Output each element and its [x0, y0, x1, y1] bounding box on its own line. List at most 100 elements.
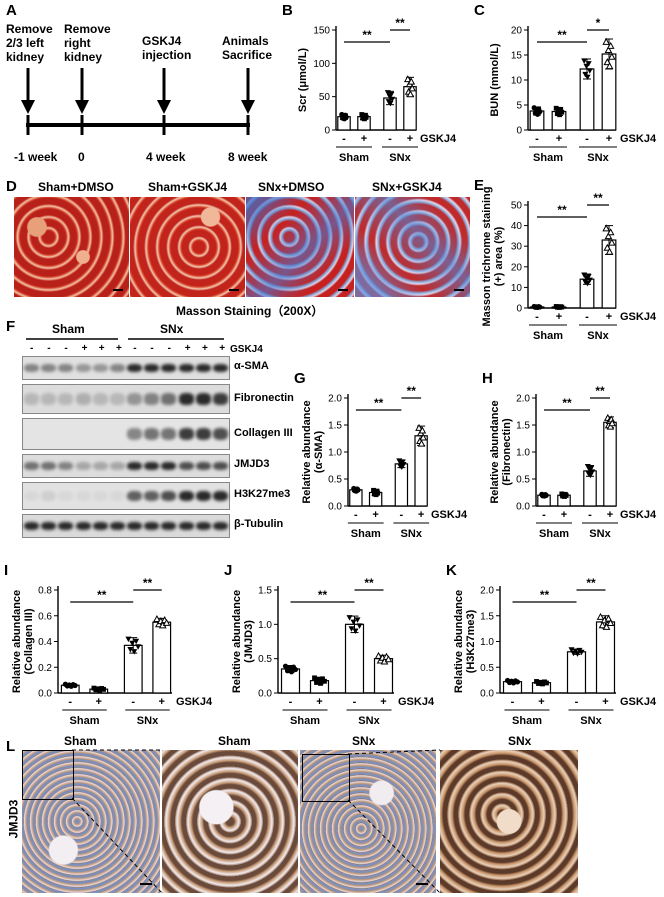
blot-band — [178, 490, 194, 502]
data-point — [131, 649, 138, 655]
lane-sign: + — [184, 343, 191, 354]
ihc-image-snx-low — [300, 750, 436, 893]
data-point — [602, 622, 611, 630]
ihc-row-label: JMJD3 — [6, 799, 21, 839]
y-axis-label: Relative abundance(Collagen III) — [11, 590, 35, 693]
sig-label: ** — [143, 576, 153, 590]
data-point — [607, 238, 616, 246]
blot-treatment-label: GSKJ4 — [230, 344, 263, 355]
event-remove-right-kidney: Remove right kidney — [64, 22, 111, 64]
data-point — [375, 490, 381, 496]
group-label: SNx — [137, 715, 159, 727]
data-point — [419, 433, 428, 441]
data-point — [543, 492, 549, 498]
ihc-title-snx-high: SNx — [508, 734, 532, 748]
sig-label: * — [596, 16, 601, 30]
panel-label: K — [446, 562, 457, 579]
y-tick-label: 0.4 — [38, 637, 52, 648]
blot-label-h3k27me3: H3K27me3 — [234, 488, 291, 500]
chart-bun: C BUN (mmol/L) 0 5 10 15 20 ** * - + - + GSKJ4 Sham SNx — [470, 0, 664, 172]
timeline-arrows — [21, 68, 255, 114]
data-point — [384, 90, 391, 96]
blot-fibronectin — [22, 384, 230, 414]
blot-band — [144, 428, 160, 440]
blot-band — [41, 490, 57, 502]
y-tick-label: 0.2 — [38, 663, 52, 674]
data-point — [125, 636, 132, 643]
data-point — [408, 84, 417, 92]
data-point — [415, 423, 423, 431]
event-gskj4-injection: GSKJ4 injection — [142, 34, 192, 62]
blot-band — [178, 393, 194, 405]
data-point — [350, 619, 357, 626]
data-point — [133, 638, 140, 645]
blot-band — [144, 461, 160, 471]
scale-bar — [140, 883, 152, 885]
treatment-sign: + — [606, 133, 612, 145]
blot-band — [144, 363, 160, 373]
treatment-label: GSKJ4 — [176, 696, 213, 708]
panel-label: G — [294, 370, 306, 387]
blot-band — [212, 490, 228, 502]
blot-label-tubulin: β-Tubulin — [234, 518, 284, 530]
y-tick-label: 2.0 — [480, 586, 494, 597]
panel-label: H — [482, 370, 493, 387]
blot-band — [92, 461, 108, 471]
y-tick-label: 0 — [516, 126, 522, 137]
masson-image-sham-dmso — [14, 197, 129, 297]
chart-svg: G Relative abundance(α-SMA)0.0 0.5 1.0 1.5 2.… — [294, 370, 468, 540]
sig-label: ** — [557, 28, 567, 42]
scale-bar — [338, 289, 348, 291]
blot-band — [75, 490, 91, 502]
data-point — [584, 280, 591, 287]
panel-label: C — [474, 2, 485, 19]
group-label: Sham — [533, 152, 563, 164]
data-point — [418, 426, 427, 434]
blot-band — [58, 363, 74, 373]
data-point — [374, 651, 383, 659]
data-point — [153, 615, 161, 623]
treatment-label: GSKJ4 — [620, 696, 657, 708]
blot-band — [161, 521, 177, 531]
treatment-sign: - — [585, 311, 589, 323]
data-point — [585, 273, 592, 280]
data-point — [354, 617, 361, 623]
data-point — [355, 487, 361, 493]
lane-sign: + — [202, 343, 208, 354]
sig-label: ** — [97, 588, 107, 602]
time-8-week: 8 week — [228, 150, 268, 164]
treatment-sign: - — [131, 696, 135, 708]
data-point — [602, 37, 611, 45]
panel-label-l: L — [6, 738, 16, 755]
data-point — [606, 228, 615, 236]
event-sacrifice: Animals Sacrifice — [222, 34, 273, 62]
blot-band — [127, 490, 143, 502]
data-point — [537, 109, 543, 115]
y-axis-label: Relative abundance(H3K27me3) — [453, 590, 477, 693]
ihc-image-snx-high — [440, 750, 578, 893]
chart-masson-area: E Masson trichrome staining(+) area (%) 0 1… — [470, 175, 664, 350]
blot-band — [41, 521, 57, 531]
treatment-sign: + — [372, 509, 378, 521]
data-point — [605, 247, 614, 255]
y-tick-label: 1.0 — [328, 448, 342, 459]
data-point — [356, 623, 363, 629]
data-point — [314, 680, 319, 685]
panel-label: I — [4, 562, 8, 579]
blot-band — [58, 461, 74, 471]
zoom-box — [22, 750, 74, 800]
blot-band — [41, 461, 57, 471]
data-point — [598, 621, 607, 629]
y-tick-label: 10 — [511, 76, 523, 87]
treatment-sign: + — [407, 133, 413, 145]
y-tick-label: 20 — [511, 262, 523, 273]
y-tick-label: 1.0 — [516, 448, 530, 459]
treatment-sign: + — [361, 133, 367, 145]
ihc-image-sham-high — [162, 750, 298, 893]
treatment-sign: + — [538, 696, 544, 708]
masson-image-sham-gskj4 — [130, 197, 245, 297]
masson-image-snx-gskj4 — [355, 197, 470, 297]
blot-band — [58, 521, 74, 531]
blot-band — [178, 521, 194, 531]
